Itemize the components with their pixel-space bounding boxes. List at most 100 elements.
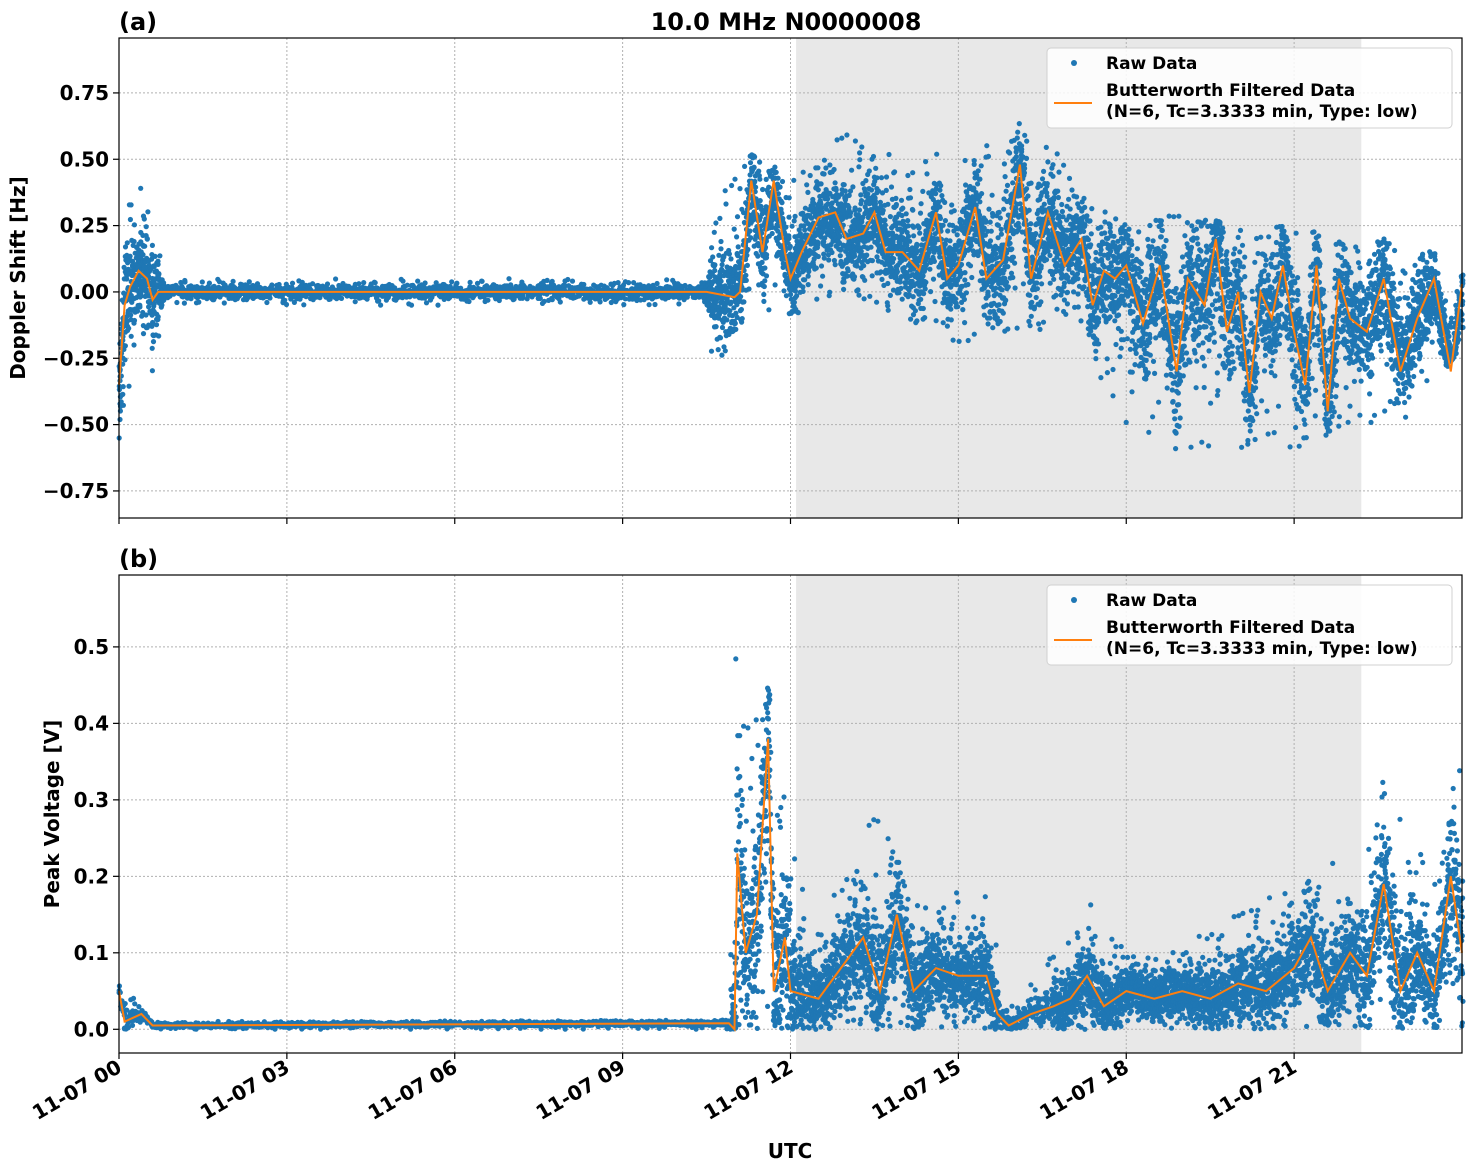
- raw-data-point: [852, 138, 859, 144]
- raw-data-point: [1001, 161, 1008, 167]
- raw-data-point: [968, 242, 974, 248]
- raw-data-point: [752, 178, 758, 184]
- raw-data-point: [720, 255, 726, 261]
- raw-data-point: [717, 335, 724, 341]
- raw-data-point: [984, 143, 990, 149]
- raw-data-point: [999, 287, 1005, 293]
- raw-data-point: [802, 227, 808, 233]
- raw-data-point: [748, 235, 754, 241]
- raw-data-point: [246, 279, 252, 285]
- raw-data-point: [805, 189, 811, 195]
- raw-data-point: [738, 306, 745, 313]
- raw-data-point: [861, 296, 867, 302]
- raw-data-point: [815, 239, 821, 245]
- raw-data-point: [646, 302, 652, 308]
- raw-data-point: [743, 272, 749, 278]
- raw-data-point: [762, 278, 768, 284]
- y-tick-label: 0.75: [60, 81, 109, 105]
- raw-data-point: [289, 280, 296, 286]
- raw-data-point: [960, 307, 966, 313]
- raw-data-point: [899, 296, 905, 302]
- raw-data-point: [949, 202, 955, 208]
- raw-data-point: [792, 213, 798, 219]
- raw-data-point: [763, 176, 769, 182]
- raw-data-point: [121, 264, 127, 270]
- raw-data-point: [626, 280, 632, 286]
- raw-data-point: [155, 314, 161, 320]
- raw-data-point: [1029, 299, 1035, 305]
- raw-data-point: [813, 265, 819, 271]
- raw-data-point: [174, 299, 180, 306]
- raw-data-point: [719, 324, 726, 331]
- raw-data-point: [940, 222, 946, 228]
- raw-data-point: [773, 169, 779, 175]
- raw-data-point: [807, 172, 813, 179]
- raw-data-point: [937, 187, 943, 193]
- raw-data-point: [1012, 260, 1018, 266]
- raw-data-point: [931, 258, 938, 264]
- raw-data-point: [777, 184, 783, 190]
- raw-data-point: [338, 295, 345, 301]
- raw-data-point: [485, 297, 491, 303]
- raw-data-point: [841, 182, 847, 188]
- raw-data-point: [934, 151, 940, 157]
- raw-data-point: [144, 235, 150, 242]
- raw-data-point: [1016, 121, 1022, 127]
- raw-data-point: [933, 318, 939, 324]
- raw-data-point: [844, 132, 850, 138]
- raw-data-point: [541, 298, 547, 304]
- raw-data-point: [942, 218, 949, 224]
- raw-data-point: [1037, 274, 1043, 280]
- raw-data-point: [781, 288, 787, 294]
- raw-data-point: [127, 253, 133, 259]
- raw-data-point: [156, 333, 162, 339]
- raw-data-point: [724, 317, 730, 323]
- raw-data-point: [717, 215, 723, 221]
- raw-data-point: [942, 199, 948, 205]
- raw-data-point: [129, 258, 136, 264]
- raw-data-point: [734, 234, 740, 240]
- panel-b-label: (b): [119, 545, 158, 573]
- raw-data-point: [1061, 162, 1067, 168]
- raw-data-point: [996, 302, 1002, 308]
- y-tick-label: 0.25: [60, 214, 109, 238]
- raw-data-point: [196, 299, 202, 305]
- raw-data-point: [989, 263, 995, 269]
- raw-data-point: [763, 273, 770, 279]
- raw-data-point: [1003, 297, 1009, 303]
- raw-data-point: [792, 288, 799, 294]
- raw-data-point: [856, 164, 862, 170]
- raw-data-point: [815, 253, 821, 260]
- raw-data-point: [905, 172, 911, 179]
- raw-data-point: [998, 231, 1005, 237]
- raw-data-point: [1038, 299, 1044, 305]
- raw-data-point: [1000, 310, 1006, 316]
- raw-data-point: [846, 192, 852, 198]
- raw-data-point: [772, 164, 778, 170]
- raw-data-point: [415, 278, 421, 284]
- raw-data-point: [937, 204, 943, 210]
- raw-data-point: [791, 218, 797, 224]
- raw-data-point: [761, 298, 767, 304]
- raw-data-point: [264, 299, 270, 306]
- raw-data-point: [723, 201, 729, 207]
- raw-data-point: [581, 281, 587, 288]
- raw-data-point: [126, 383, 132, 389]
- raw-data-point: [1054, 306, 1060, 312]
- raw-data-point: [862, 277, 868, 283]
- raw-data-point: [954, 232, 960, 238]
- raw-data-point: [892, 169, 898, 175]
- chart-title: 10.0 MHz N0000008: [651, 8, 922, 36]
- raw-data-point: [1005, 284, 1011, 290]
- raw-data-point: [832, 262, 838, 268]
- raw-data-point: [1050, 204, 1056, 210]
- raw-data-point: [933, 191, 939, 197]
- raw-data-point: [965, 281, 971, 288]
- raw-data-point: [122, 357, 128, 363]
- raw-data-point: [1067, 206, 1073, 212]
- raw-data-point: [863, 178, 869, 184]
- raw-data-point: [911, 233, 917, 239]
- raw-data-point: [971, 331, 977, 337]
- raw-data-point: [182, 279, 188, 285]
